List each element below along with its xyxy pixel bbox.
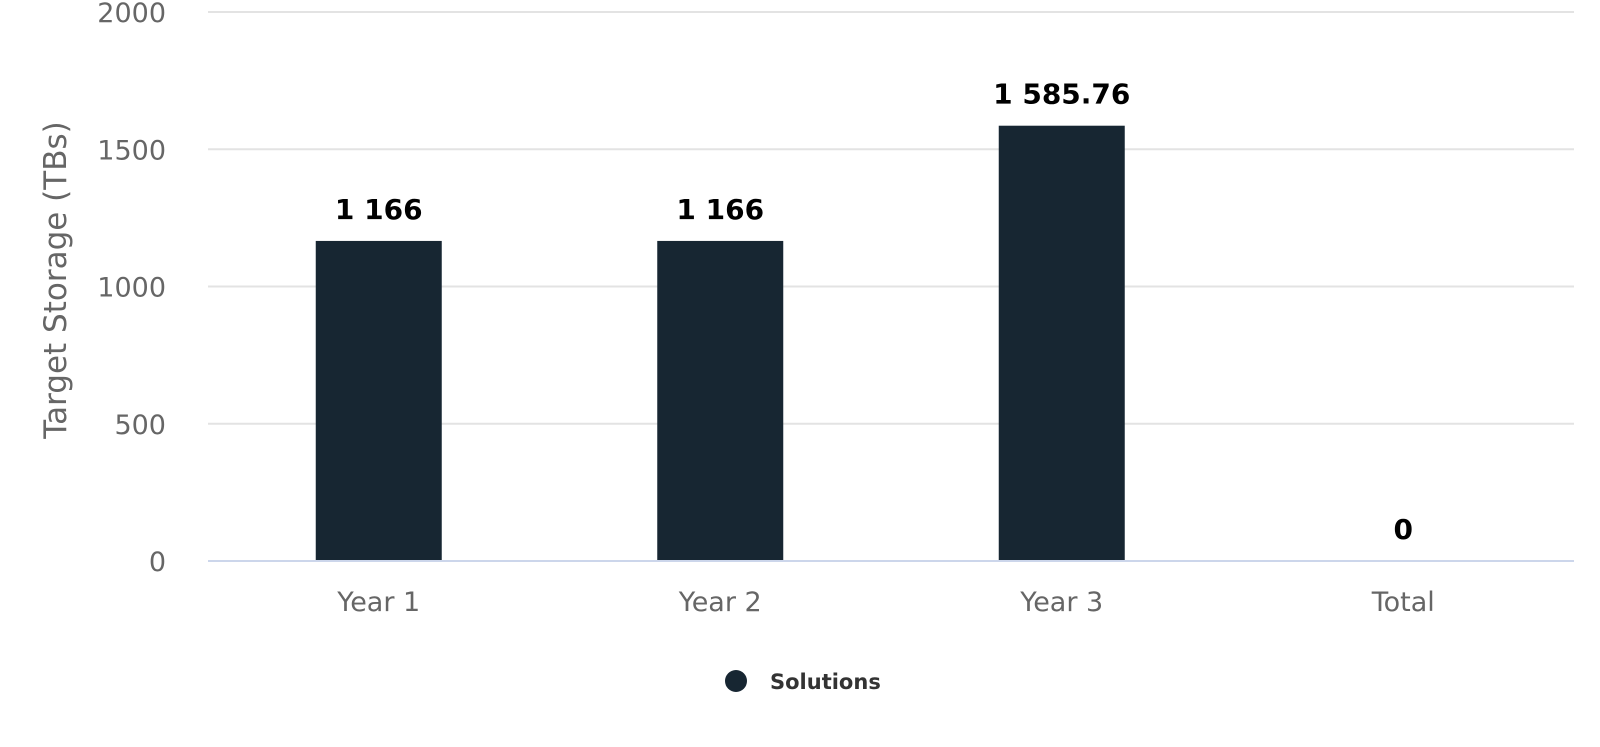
bar-year-3[interactable] — [998, 125, 1125, 562]
y-axis-ticks: 0 500 1000 1500 2000 — [97, 0, 166, 578]
x-axis-ticks: Year 1 Year 2 Year 3 Total — [336, 587, 1435, 618]
legend-label-solutions[interactable]: Solutions — [770, 670, 881, 694]
x-tick-label: Year 1 — [336, 587, 420, 618]
legend-marker-solutions[interactable] — [725, 670, 747, 692]
y-tick-label: 1000 — [97, 273, 166, 304]
data-labels: 1 166 1 166 1 585.76 0 — [335, 78, 1413, 546]
data-label: 1 585.76 — [993, 78, 1130, 111]
data-label: 1 166 — [335, 193, 423, 226]
y-tick-label: 1500 — [97, 135, 166, 166]
x-tick-label: Total — [1371, 587, 1435, 618]
data-label: 0 — [1394, 513, 1413, 546]
legend[interactable]: Solutions — [725, 670, 881, 694]
bar-year-1[interactable] — [315, 240, 442, 562]
y-axis-title: Target Storage (TBs) — [38, 121, 74, 439]
y-tick-label: 2000 — [97, 0, 166, 29]
bar-year-2[interactable] — [657, 240, 784, 562]
x-tick-label: Year 2 — [678, 587, 762, 618]
x-tick-label: Year 3 — [1019, 587, 1103, 618]
bars — [315, 125, 1125, 562]
y-tick-label: 0 — [149, 547, 166, 578]
y-tick-label: 500 — [114, 410, 166, 441]
data-label: 1 166 — [676, 193, 764, 226]
